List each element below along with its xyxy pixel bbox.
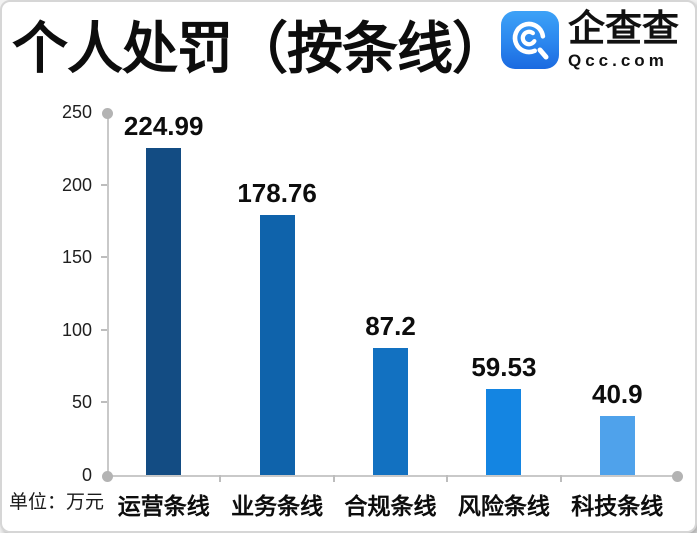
category-label: 运营条线 (117, 494, 210, 519)
bar (599, 415, 635, 475)
y-tick-mark (101, 183, 107, 186)
qcc-logo: 企查查 Qcc.com (501, 9, 679, 71)
bar (146, 148, 182, 475)
category-label: 合规条线 (344, 494, 437, 519)
y-tick-label: 150 (61, 247, 92, 268)
bar-value-label: 59.53 (471, 351, 537, 382)
qcc-magnifier-icon (501, 11, 559, 69)
category-label: 风险条线 (457, 494, 550, 519)
x-tick-mark (219, 475, 222, 482)
category-label: 科技条线 (571, 494, 664, 519)
axis-end-dot (102, 471, 113, 482)
bar (259, 215, 295, 475)
x-tick-mark (446, 475, 449, 482)
x-axis-line (107, 475, 678, 477)
qcc-domain: Qcc.com (568, 50, 668, 70)
y-axis-line (107, 112, 109, 475)
bar-value-label: 224.99 (123, 111, 204, 142)
qcc-logo-text: 企查查 Qcc.com (568, 9, 679, 71)
qcc-brand-name: 企查查 (568, 9, 679, 50)
bar (373, 348, 408, 475)
y-tick-label: 0 (81, 465, 92, 485)
x-tick-mark (332, 475, 335, 482)
unit-label: 单位：万元 (9, 492, 105, 513)
bar-value-label: 87.2 (365, 311, 416, 342)
y-tick-label: 200 (61, 174, 92, 195)
bar (486, 388, 522, 475)
y-tick-mark (101, 256, 107, 259)
y-tick-label: 100 (61, 319, 92, 340)
axis-end-dot (102, 108, 113, 119)
bar-value-label: 40.9 (591, 378, 643, 409)
y-tick-mark (101, 328, 107, 331)
x-tick-mark (559, 475, 562, 482)
bar-value-label: 178.76 (237, 178, 317, 209)
y-tick-mark (101, 401, 107, 404)
chart-title: 个人处罚（按条线） (12, 19, 508, 81)
axis-end-dot (672, 471, 683, 482)
category-label: 业务条线 (231, 494, 324, 519)
y-tick-label: 250 (61, 102, 92, 122)
y-tick-label: 50 (71, 392, 92, 413)
qcc-magnifier-glyph (512, 21, 549, 60)
